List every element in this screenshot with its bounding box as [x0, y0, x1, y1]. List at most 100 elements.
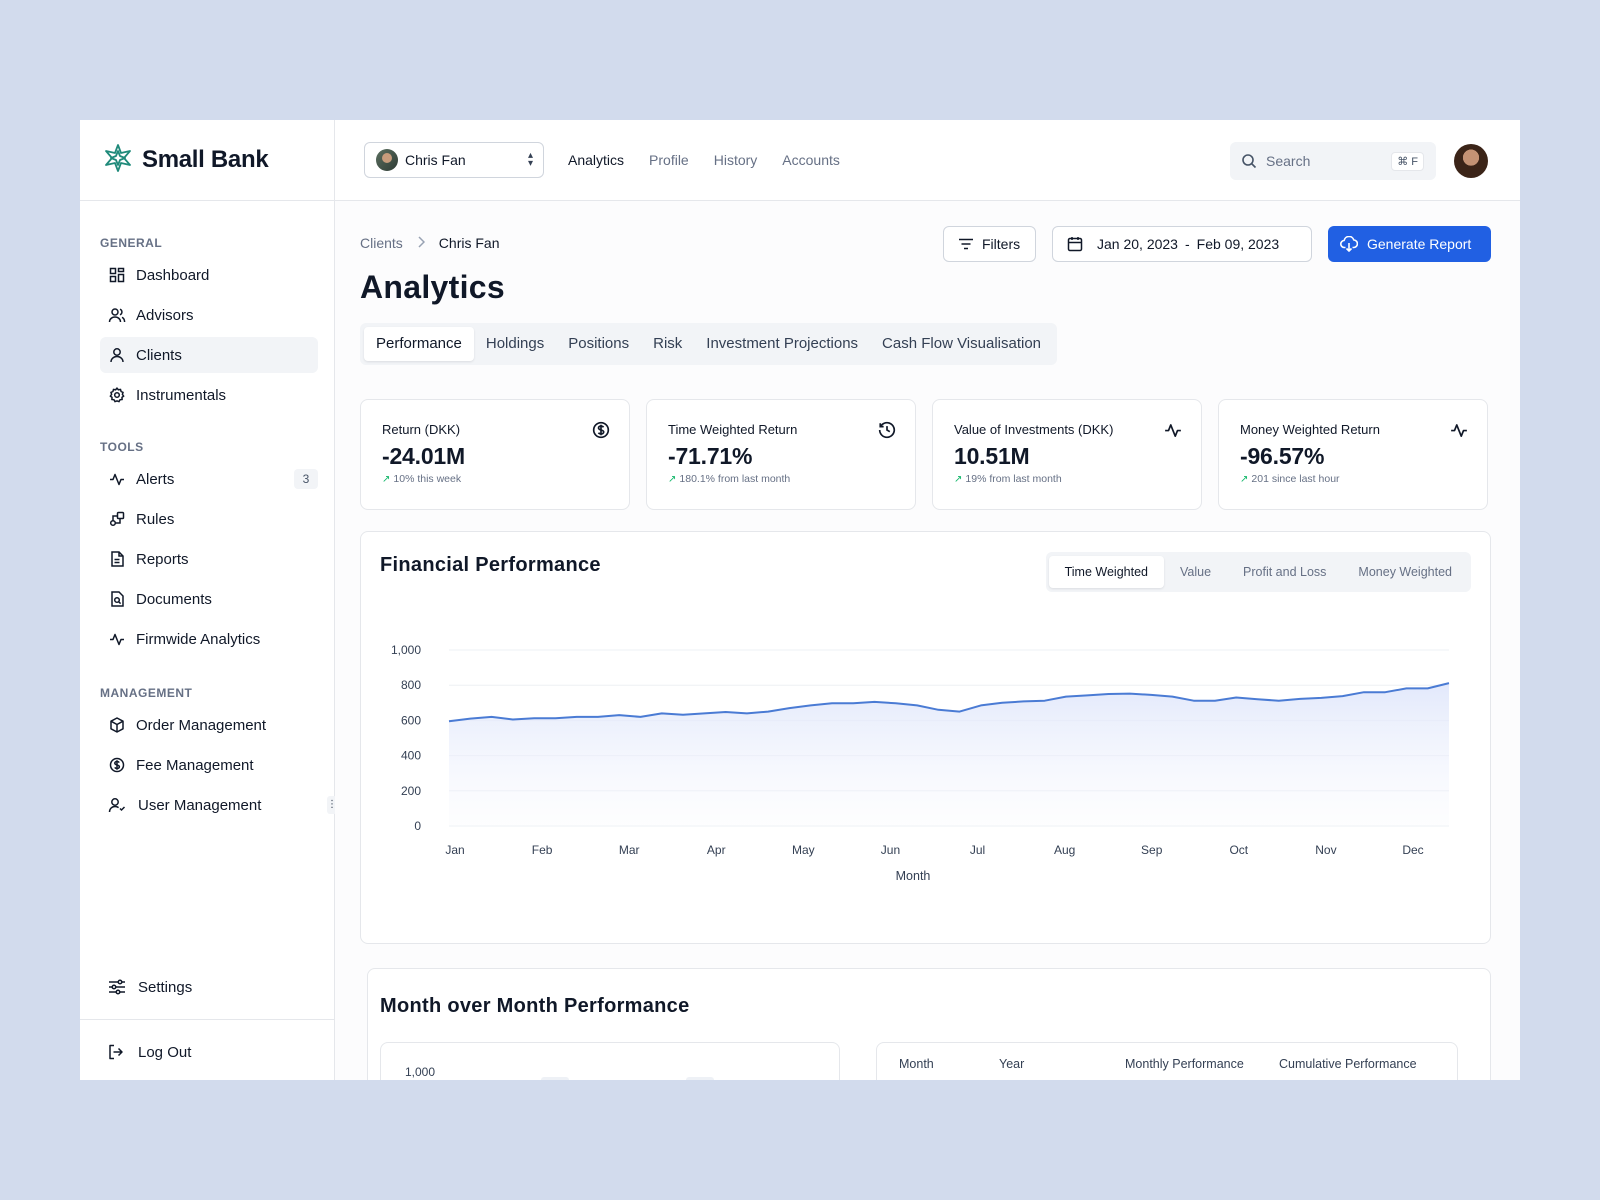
chevron-right-icon	[417, 235, 425, 251]
financial-performance-panel: Financial Performance Time Weighted Valu…	[360, 531, 1491, 944]
arrow-up-right-icon: ↗	[382, 473, 391, 485]
mom-performance-table: Month Year Monthly Performance Cumulativ…	[876, 1042, 1458, 1080]
sidebar-item-label: Documents	[136, 590, 212, 608]
top-nav-profile[interactable]: Profile	[649, 152, 689, 168]
top-nav-history[interactable]: History	[713, 152, 758, 168]
kpi-value: -96.57%	[1240, 443, 1325, 469]
sidebar-item-dashboard[interactable]: Dashboard	[100, 257, 318, 293]
activity-icon	[1164, 421, 1182, 439]
box-icon	[108, 716, 126, 734]
filter-lines-icon	[958, 238, 974, 250]
y-tick-label: 400	[401, 749, 421, 763]
y-tick-label: 0	[414, 819, 421, 833]
sidebar-item-label: Alerts	[136, 470, 175, 488]
performance-segment-control: Time Weighted Value Profit and Loss Mone…	[1045, 552, 1471, 592]
kpi-card-value-of-investments: Value of Investments (DKK) 10.51M ↗ 19% f…	[932, 399, 1202, 510]
sidebar-item-firmwide-analytics[interactable]: Firmwide Analytics	[100, 621, 318, 657]
sidebar-item-label: Clients	[136, 346, 182, 364]
table-header-year[interactable]: Year	[999, 1057, 1025, 1071]
sidebar-item-alerts[interactable]: Alerts 3	[100, 461, 318, 497]
generate-report-button[interactable]: Generate Report	[1328, 226, 1491, 262]
filters-button[interactable]: Filters	[943, 226, 1036, 262]
kpi-delta-text: 201 since last hour	[1251, 473, 1340, 485]
topbar: Chris Fan ▴ ▾ Analytics Profile History A…	[335, 120, 1520, 201]
breadcrumb-clients[interactable]: Clients	[360, 235, 403, 251]
panel-title: Month over Month Performance	[380, 995, 690, 1017]
kpi-delta: ↗ 10% this week	[382, 473, 629, 485]
kpi-label: Money Weighted Return	[1240, 422, 1380, 437]
activity-icon	[108, 630, 126, 648]
date-range-picker[interactable]: Jan 20, 2023 - Feb 09, 2023	[1052, 226, 1312, 262]
top-nav-analytics[interactable]: Analytics	[568, 152, 625, 168]
tab-investment-projections[interactable]: Investment Projections	[706, 335, 859, 352]
sidebar-collapse-handle[interactable]: ⋮	[327, 796, 337, 814]
nav-management: MANAGEMENT Order Management Fee Manageme…	[80, 683, 334, 823]
document-icon	[108, 550, 126, 568]
sidebar-item-rules[interactable]: Rules	[100, 501, 318, 537]
search-input[interactable]: Search ⌘ F	[1230, 142, 1436, 180]
x-tick-label: Jul	[970, 843, 985, 857]
sidebar-item-user-management[interactable]: User Management	[100, 787, 318, 823]
panel-title: Financial Performance	[380, 554, 601, 576]
segment-money-weighted[interactable]: Money Weighted	[1358, 565, 1452, 579]
x-tick-label: Dec	[1402, 843, 1423, 857]
tab-holdings[interactable]: Holdings	[485, 335, 545, 352]
brand-logo[interactable]: Small Bank	[80, 120, 334, 201]
sidebar-item-clients[interactable]: Clients	[100, 337, 318, 373]
logout-button[interactable]: Log Out	[80, 1032, 334, 1072]
top-nav: Analytics Profile History Accounts	[568, 152, 865, 168]
user-avatar[interactable]	[1454, 144, 1488, 178]
kpi-delta-text: 180.1% from last month	[679, 473, 791, 485]
kpi-value: -24.01M	[382, 443, 465, 469]
kpi-label: Time Weighted Return	[668, 422, 798, 437]
document-search-icon	[108, 590, 126, 608]
chart-bar	[686, 1077, 714, 1080]
kpi-delta: ↗ 180.1% from last month	[668, 473, 915, 485]
sidebar-item-instrumentals[interactable]: Instrumentals	[100, 377, 318, 413]
sidebar-item-order-management[interactable]: Order Management	[100, 707, 318, 743]
kpi-label: Return (DKK)	[382, 422, 461, 437]
sidebar-item-settings[interactable]: Settings	[80, 967, 334, 1007]
top-nav-accounts[interactable]: Accounts	[782, 152, 840, 168]
series-area-fill	[449, 683, 1449, 826]
x-tick-label: Oct	[1229, 843, 1248, 857]
kpi-value: 10.51M	[954, 443, 1030, 469]
arrow-up-right-icon: ↗	[1240, 473, 1249, 485]
sidebar-item-advisors[interactable]: Advisors	[100, 297, 318, 333]
table-header-cumulative-performance[interactable]: Cumulative Performance	[1279, 1057, 1417, 1071]
sidebar-divider: Log Out	[80, 1019, 334, 1080]
tab-performance[interactable]: Performance	[364, 327, 474, 361]
kpi-value: -71.71%	[668, 443, 753, 469]
search-placeholder: Search	[1266, 153, 1311, 169]
sidebar-item-reports[interactable]: Reports	[100, 541, 318, 577]
logout-label: Log Out	[138, 1043, 192, 1061]
kpi-cards: Return (DKK) -24.01M ↗ 10% this week Time…	[360, 399, 1504, 510]
generate-report-label: Generate Report	[1367, 236, 1472, 252]
sidebar-item-label: Reports	[136, 550, 189, 568]
sidebar-item-documents[interactable]: Documents	[100, 581, 318, 617]
table-header-month[interactable]: Month	[899, 1057, 934, 1071]
alerts-count-badge: 3	[294, 469, 318, 489]
gear-icon	[108, 386, 126, 404]
sidebar-bottom: Settings Log Out	[80, 967, 334, 1080]
tab-bar: Performance Holdings Positions Risk Inve…	[360, 323, 1058, 365]
y-tick-label: 200	[401, 784, 421, 798]
segment-value[interactable]: Value	[1179, 565, 1212, 579]
x-tick-label: Feb	[532, 843, 553, 857]
y-tick-label: 600	[401, 713, 421, 727]
tab-risk[interactable]: Risk	[653, 335, 683, 352]
mom-bar-chart: 1,000	[380, 1042, 840, 1080]
x-tick-label: May	[792, 843, 815, 857]
segment-time-weighted[interactable]: Time Weighted	[1048, 556, 1164, 588]
chart-bar	[541, 1077, 569, 1080]
user-check-icon	[108, 796, 126, 814]
tab-positions[interactable]: Positions	[568, 335, 630, 352]
app-window: Small Bank GENERAL Dashboard Advisors Cl…	[80, 120, 1520, 1080]
dollar-circle-icon	[592, 421, 610, 439]
sidebar-item-fee-management[interactable]: Fee Management	[100, 747, 318, 783]
tab-cash-flow-visualisation[interactable]: Cash Flow Visualisation	[882, 335, 1042, 352]
client-select[interactable]: Chris Fan ▴ ▾	[364, 142, 544, 178]
dollar-circle-icon	[108, 756, 126, 774]
table-header-monthly-performance[interactable]: Monthly Performance	[1125, 1057, 1244, 1071]
segment-profit-and-loss[interactable]: Profit and Loss	[1243, 565, 1327, 579]
